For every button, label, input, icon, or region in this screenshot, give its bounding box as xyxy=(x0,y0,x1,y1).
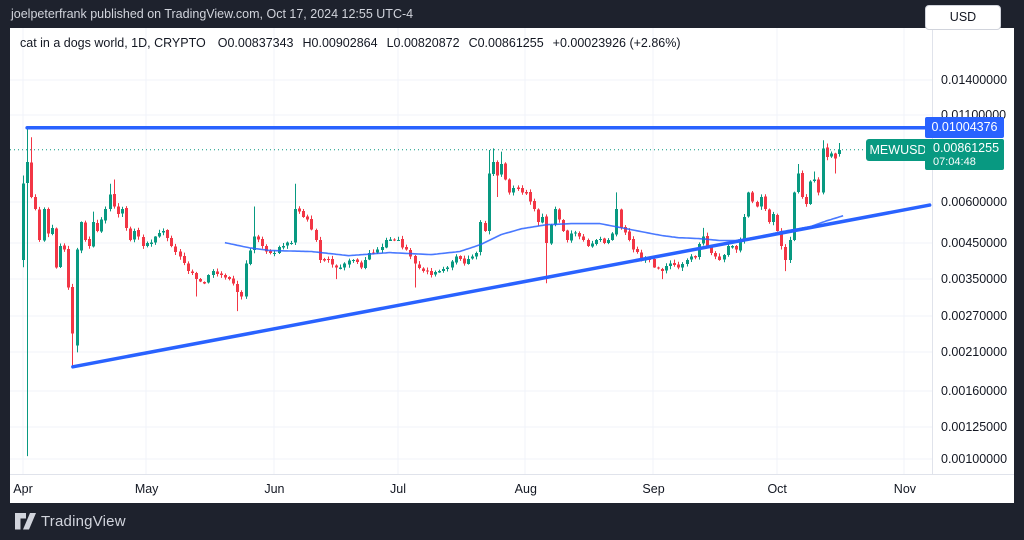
symbol-legend[interactable]: cat in a dogs world, 1D, CRYPTO O0.008373… xyxy=(20,36,690,50)
time-tick-label: Sep xyxy=(642,482,665,496)
price-tick-label: 0.00270000 xyxy=(941,309,1008,324)
last-price-label: 0.00861255 07:04:48 xyxy=(925,138,1004,170)
last-price-value: 0.00861255 xyxy=(933,140,1000,155)
price-tick-label: 0.00450000 xyxy=(941,235,1008,250)
price-tick-label: 0.00100000 xyxy=(941,451,1008,466)
bar-countdown: 07:04:48 xyxy=(933,155,976,168)
symbol-title: cat in a dogs world, 1D, CRYPTO xyxy=(20,36,206,50)
currency-toggle-button[interactable]: USD xyxy=(925,5,1001,30)
price-chart[interactable] xyxy=(10,28,932,474)
time-tick-label: Nov xyxy=(893,482,917,496)
publish-info-text: joelpeterfrank published on TradingView.… xyxy=(11,7,414,21)
price-tick-label: 0.00210000 xyxy=(941,345,1008,360)
price-tick-label: 0.00125000 xyxy=(941,419,1008,434)
candlestick-canvas[interactable] xyxy=(10,28,932,474)
ohlc-low: L0.00820872 xyxy=(386,36,460,50)
ohlc-close: C0.00861255 xyxy=(468,36,544,50)
time-tick-label: Jul xyxy=(390,482,407,496)
chart-panel: cat in a dogs world, 1D, CRYPTO O0.008373… xyxy=(10,28,1014,503)
time-tick-label: Aug xyxy=(514,482,537,496)
resistance-price-label: 0.01004376 xyxy=(925,117,1004,139)
time-tick-label: Oct xyxy=(767,482,787,496)
price-tick-label: 0.01400000 xyxy=(941,73,1008,87)
time-axis[interactable]: Apr May Jun Jul Aug Sep Oct Nov xyxy=(10,474,1014,503)
ohlc-high: H0.00902864 xyxy=(302,36,378,50)
footer-bar: TradingView xyxy=(0,503,1024,540)
time-tick-label: Apr xyxy=(13,482,33,496)
price-tick-label: 0.00350000 xyxy=(941,272,1008,287)
publish-info-bar: joelpeterfrank published on TradingView.… xyxy=(0,0,1024,28)
price-axis[interactable]: 0.01400000 0.01100000 0.00600000 0.00450000… xyxy=(932,28,1014,474)
price-tick-label: 0.00600000 xyxy=(941,194,1008,209)
time-tick-label: May xyxy=(134,482,159,496)
tradingview-brand-text[interactable]: TradingView xyxy=(41,513,126,530)
price-tick-label: 0.00160000 xyxy=(941,384,1008,399)
time-tick-label: Jun xyxy=(264,482,285,496)
tradingview-logo-icon[interactable] xyxy=(14,512,37,531)
ohlc-open: O0.00837343 xyxy=(217,36,294,50)
symbol-price-flag: MEWUSD xyxy=(866,138,930,161)
ohlc-change: +0.00023926 (+2.86%) xyxy=(552,36,681,50)
